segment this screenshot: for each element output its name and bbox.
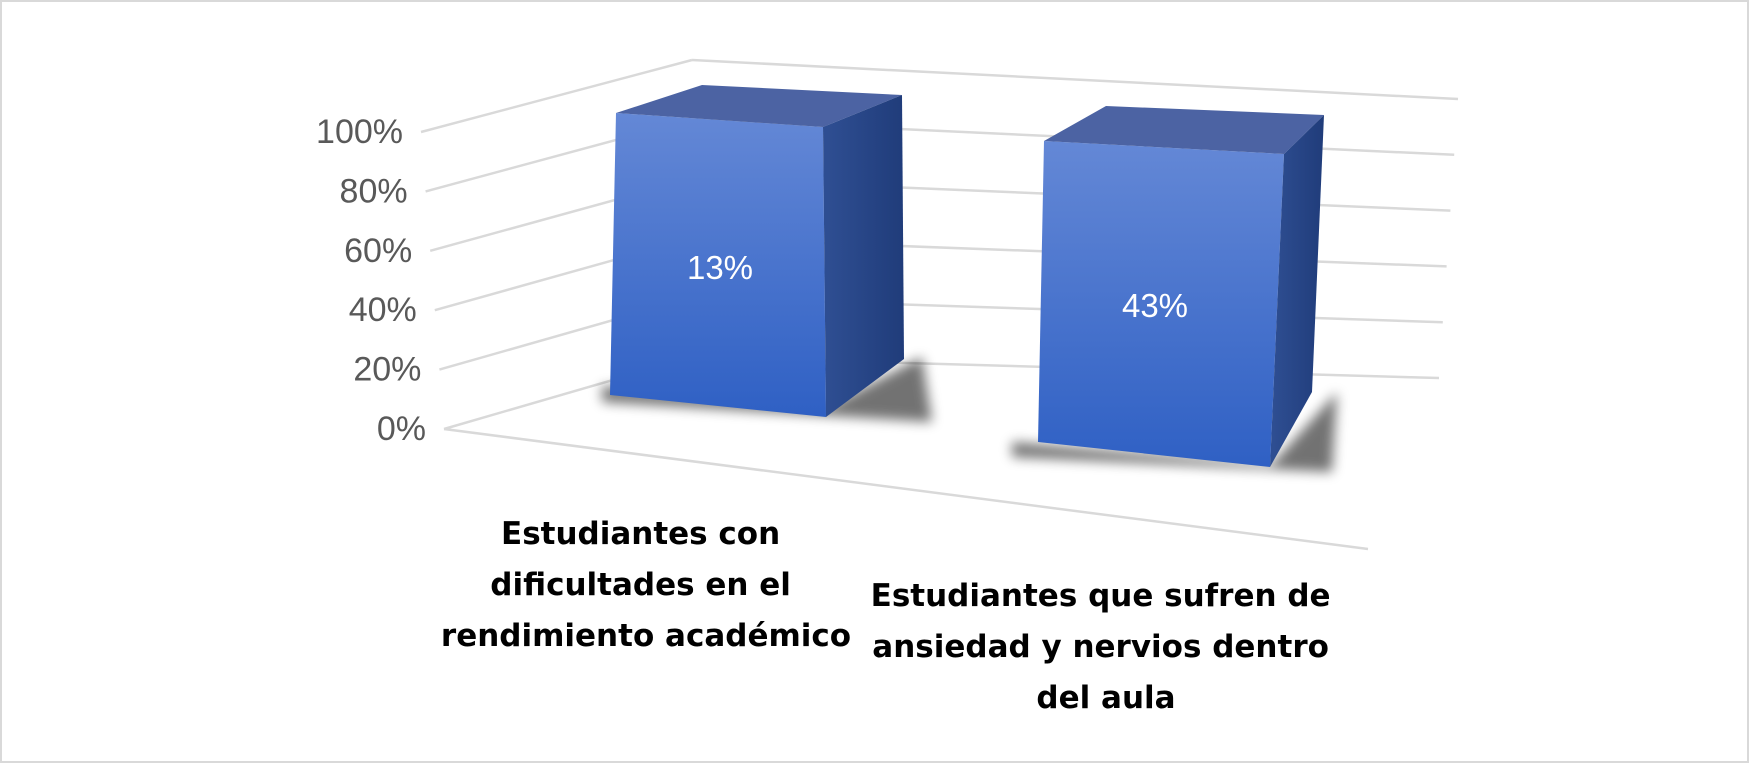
gridline-back-5 — [691, 58, 1459, 101]
bar-2-shadow — [1012, 392, 1337, 472]
gridline-left-5 — [420, 58, 693, 134]
category-label-1: Estudiantes con dificultades en el rendi… — [441, 516, 851, 654]
data-label-1: 13% — [687, 249, 753, 286]
floor-front-edge — [443, 427, 1369, 551]
y-tick-label-0: 0% — [377, 410, 426, 448]
y-tick-label-5: 100% — [316, 113, 403, 151]
bar-1-side — [823, 95, 904, 417]
y-tick-label-1: 20% — [353, 351, 421, 389]
bar-2-top — [1044, 106, 1324, 154]
bar-1: 13% — [602, 85, 932, 422]
y-tick-label-2: 40% — [349, 291, 417, 329]
y-tick-label-4: 80% — [340, 172, 408, 210]
category-label-2: Estudiantes que sufren de ansiedad y ner… — [871, 578, 1342, 716]
y-axis-tick-labels: 0% 20% 40% 60% 80% 100% — [316, 113, 426, 448]
bar-1-top — [616, 85, 902, 127]
bar-1-shadow — [602, 357, 932, 422]
data-label-2: 43% — [1122, 287, 1188, 324]
bar-1-front — [610, 113, 826, 417]
bar-2-side — [1270, 115, 1324, 467]
y-tick-label-3: 60% — [344, 232, 412, 270]
bar-2: 43% — [1012, 106, 1337, 472]
bar-2-front — [1038, 141, 1284, 467]
